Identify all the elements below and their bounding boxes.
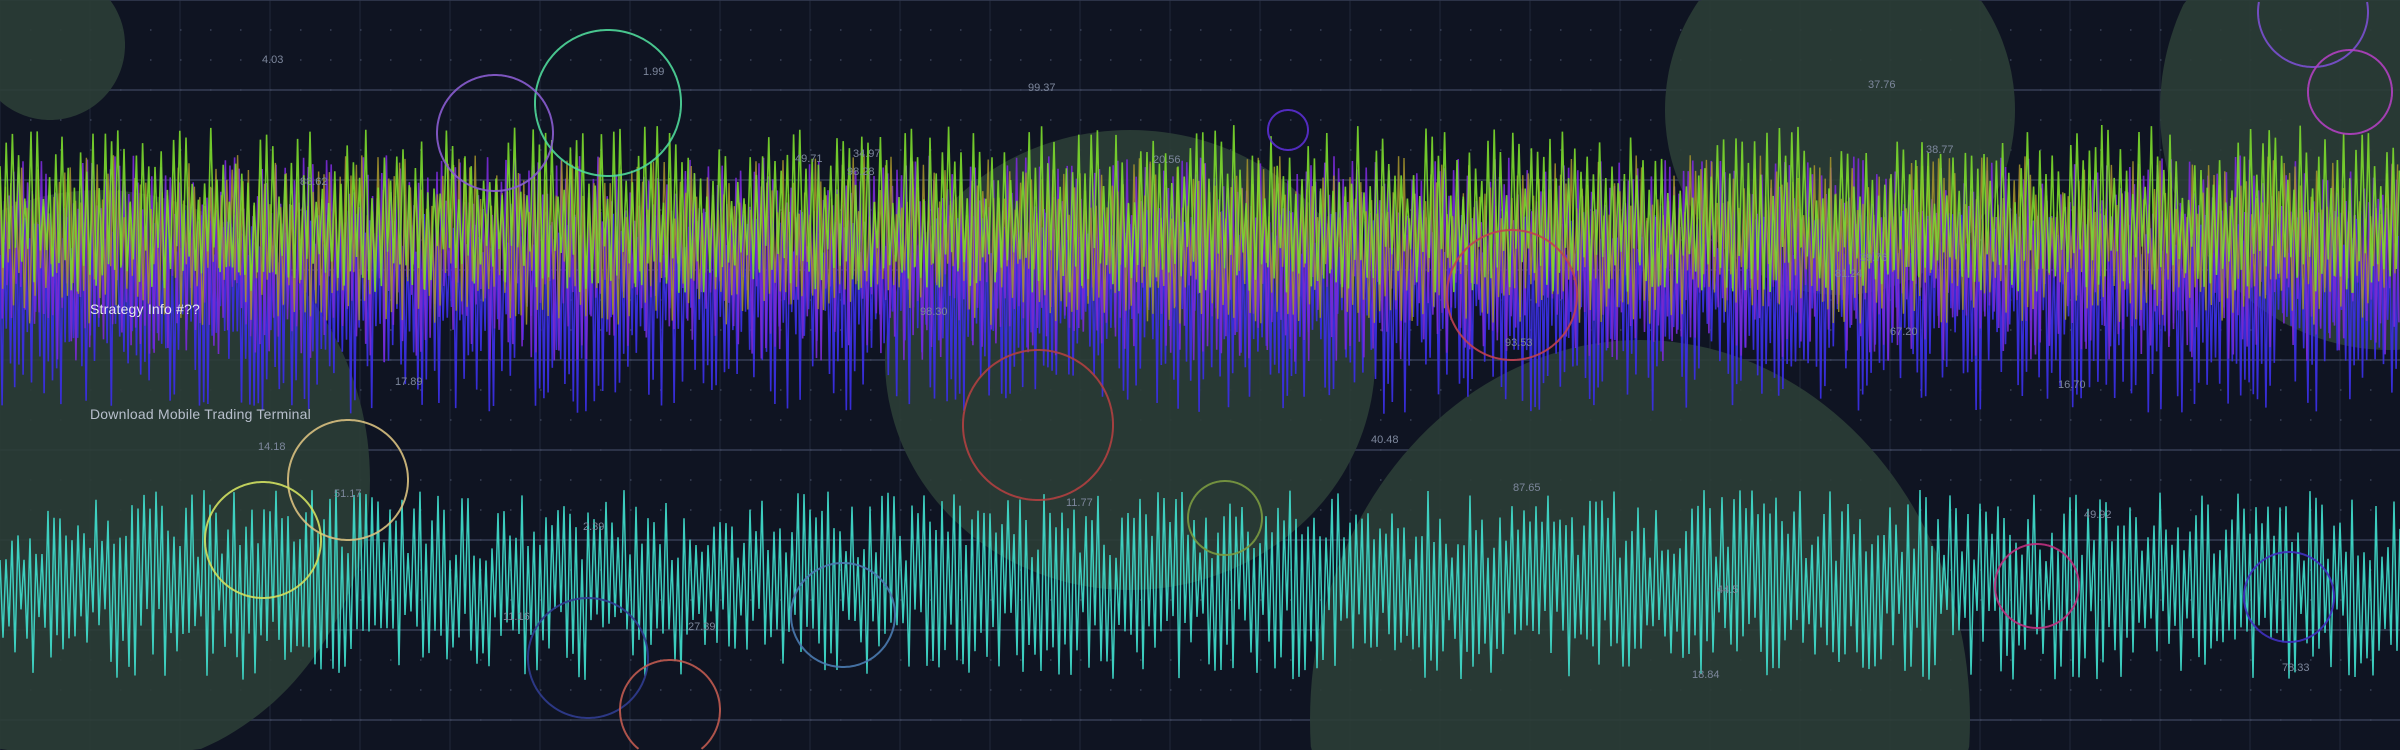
outline-ring xyxy=(962,349,1114,501)
value-label: 2.39 xyxy=(583,521,605,533)
value-label: 67.20 xyxy=(1890,326,1918,338)
value-label: 18.84 xyxy=(1692,669,1720,681)
outline-ring xyxy=(1267,109,1309,151)
waveform-series xyxy=(0,489,2400,680)
download-terminal-link[interactable]: Download Mobile Trading Terminal xyxy=(90,406,311,422)
value-label: 14.18 xyxy=(258,441,286,453)
waveform-series xyxy=(0,210,2399,414)
value-label: 49.71 xyxy=(795,153,823,165)
background-blob xyxy=(1310,340,1970,750)
value-label: 1.99 xyxy=(643,66,665,78)
outline-ring xyxy=(1446,229,1578,361)
waveform-series xyxy=(0,124,2400,293)
value-label: 78.33 xyxy=(2282,662,2310,674)
value-label: 39.76 xyxy=(1860,252,1888,264)
value-label: 99.37 xyxy=(1028,82,1056,94)
outline-ring xyxy=(2307,49,2393,135)
value-label: 88.62 xyxy=(300,176,328,188)
value-label: 49.92 xyxy=(2084,509,2112,521)
value-label: 98.30 xyxy=(920,306,948,318)
strategy-label: Strategy Info #?? xyxy=(90,301,201,317)
value-label: 51.17 xyxy=(334,488,362,500)
value-label: 37.76 xyxy=(1868,79,1896,91)
outline-ring xyxy=(287,419,409,541)
value-label: 40.48 xyxy=(1371,434,1399,446)
value-label: 38.77 xyxy=(1926,144,1954,156)
value-label: 98.28 xyxy=(847,166,875,178)
value-label: 20.56 xyxy=(1153,154,1181,166)
outline-ring xyxy=(790,562,896,668)
value-label: 81.24 xyxy=(1835,268,1863,280)
value-label: 4.03 xyxy=(262,54,284,66)
outline-ring xyxy=(436,74,554,192)
value-label: 17.89 xyxy=(395,376,423,388)
outline-ring xyxy=(527,597,649,719)
background-blob xyxy=(0,0,125,120)
value-label: 93.53 xyxy=(1505,337,1533,349)
value-label: 44.5 xyxy=(1717,584,1739,596)
outline-ring xyxy=(1994,543,2080,629)
outline-ring xyxy=(1187,480,1263,556)
value-label: 87.65 xyxy=(1513,482,1541,494)
value-label: 11.77 xyxy=(1066,497,1093,509)
value-label: 11.16 xyxy=(503,611,530,623)
value-label: 34.97 xyxy=(853,148,881,160)
outline-ring xyxy=(204,481,322,599)
outline-ring xyxy=(619,659,721,750)
value-label: 27.39 xyxy=(688,621,716,633)
value-label: 16.70 xyxy=(2058,379,2086,391)
outline-ring xyxy=(534,29,682,177)
outline-ring xyxy=(2243,551,2335,643)
outline-ring xyxy=(2257,1,2369,68)
